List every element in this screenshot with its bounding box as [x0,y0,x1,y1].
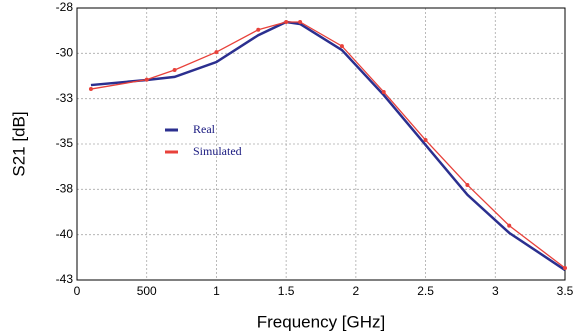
x-tick-label: 3.5 [557,284,574,298]
x-tick-label: 1.5 [278,284,295,298]
y-tick-label: -28 [56,0,74,14]
plot-frame [76,7,566,281]
series-marker [88,87,93,92]
y-tick-label: -40 [56,227,74,241]
series-marker [298,19,303,24]
series-marker [144,77,149,82]
series-line [90,20,566,272]
series-marker [256,27,261,32]
series-marker [507,223,512,228]
y-axis-label: S21 [dB] [9,111,28,176]
x-tick-label: 2.5 [417,284,434,298]
legend-label: Simulated [193,144,242,158]
series-marker [563,266,567,271]
x-axis-label: Frequency [GHz] [257,312,386,331]
y-tick-label: -33 [56,91,74,105]
series-marker [284,19,289,24]
x-tick-label: 3 [492,284,499,298]
series-marker [172,68,177,73]
legend-label: Real [193,122,216,136]
y-tick-label: -35 [56,136,74,150]
series-marker [339,44,344,49]
x-tick-label: 0 [74,284,81,298]
series-marker [214,50,219,55]
series-marker [465,182,470,187]
x-tick-label: 500 [137,284,157,298]
series-marker [381,89,386,94]
x-tick-label: 1 [213,284,220,298]
x-tick-label: 2 [353,284,360,298]
y-tick-label: -43 [56,272,74,286]
series-marker [423,138,428,143]
y-tick-label: -30 [56,46,74,60]
y-tick-label: -38 [56,182,74,196]
series-line [90,21,566,269]
